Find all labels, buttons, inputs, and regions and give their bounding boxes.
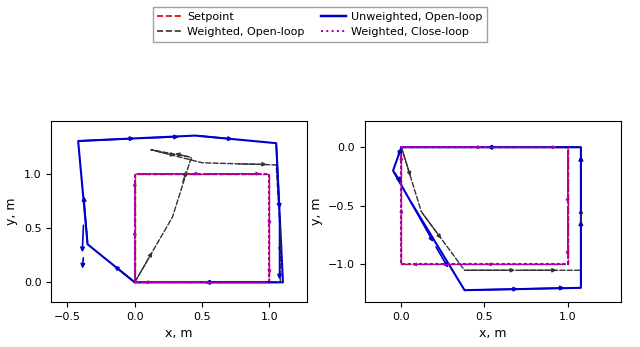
Y-axis label: y, m: y, m — [5, 198, 19, 226]
Y-axis label: y, m: y, m — [310, 198, 323, 226]
Legend: Setpoint, Weighted, Open-loop, Unweighted, Open-loop, Weighted, Close-loop: Setpoint, Weighted, Open-loop, Unweighte… — [153, 7, 487, 42]
X-axis label: x, m: x, m — [479, 327, 506, 340]
X-axis label: x, m: x, m — [166, 327, 193, 340]
